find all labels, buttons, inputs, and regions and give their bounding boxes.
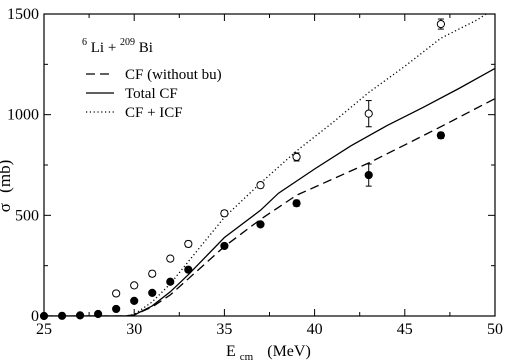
x-axis-subscript: cm	[240, 351, 254, 363]
cf-icf-point	[220, 209, 229, 218]
x-axis-unit: (MeV)	[267, 343, 311, 360]
curve-dashed	[44, 98, 495, 316]
legend-label-solid: Total CF	[125, 86, 178, 102]
y-tick-label: 0	[31, 308, 39, 325]
cf-icf-point	[130, 281, 139, 290]
y-axis-label: σ (mb)	[0, 160, 14, 212]
cf-point	[436, 131, 445, 140]
cf-point	[75, 311, 85, 320]
cf-point	[292, 199, 301, 208]
cf-icf-point	[292, 152, 301, 162]
cf-icf-point	[166, 254, 175, 263]
cf-icf-point	[184, 239, 193, 249]
x-tick-label: 45	[397, 321, 413, 338]
cf-point	[130, 296, 139, 305]
y-tick-label: 500	[15, 207, 39, 224]
cf-icf-point	[148, 269, 157, 278]
cf-point	[112, 304, 121, 314]
target-mass: 209	[120, 37, 135, 48]
x-tick-label: 50	[487, 321, 503, 338]
x-tick-label: 30	[126, 321, 142, 338]
projectile-element: Li +	[91, 40, 120, 56]
y-axis-unit: (mb)	[0, 160, 14, 193]
target-element: Bi	[139, 40, 153, 56]
x-tick-label: 25	[36, 321, 52, 338]
x-axis-label: E cm (MeV)	[226, 343, 311, 364]
y-tick-label: 1500	[7, 6, 39, 23]
x-tick-label: 35	[216, 321, 232, 338]
legend-label-dotted: CF + ICF	[125, 105, 183, 121]
cf-point	[364, 170, 373, 180]
plot-frame	[43, 13, 496, 317]
cf-point	[184, 265, 193, 274]
y-axis-symbol: σ	[0, 203, 14, 212]
cf-point	[166, 277, 175, 286]
legend-label-dashed: CF (without bu)	[125, 67, 222, 83]
cf-point	[148, 288, 157, 297]
cf-icf-point	[112, 289, 121, 298]
legend: CF (without bu) Total CF CF + ICF	[86, 67, 222, 121]
y-tick-label: 1000	[7, 107, 39, 124]
cf-point	[256, 220, 265, 229]
plot-content	[44, 14, 495, 316]
reaction-label: 6 Li + 209 Bi	[82, 33, 153, 56]
cf-icf-point	[256, 181, 265, 190]
curve-solid	[44, 67, 495, 316]
curve-dotted	[44, 14, 487, 316]
cf-point	[220, 241, 229, 251]
cf-icf-point	[436, 19, 445, 29]
cf-icf-point	[364, 109, 373, 118]
projectile-mass: 6	[82, 37, 87, 48]
plot-area	[39, 14, 495, 321]
x-tick-label: 40	[307, 321, 323, 338]
x-axis-symbol: E	[226, 343, 236, 360]
